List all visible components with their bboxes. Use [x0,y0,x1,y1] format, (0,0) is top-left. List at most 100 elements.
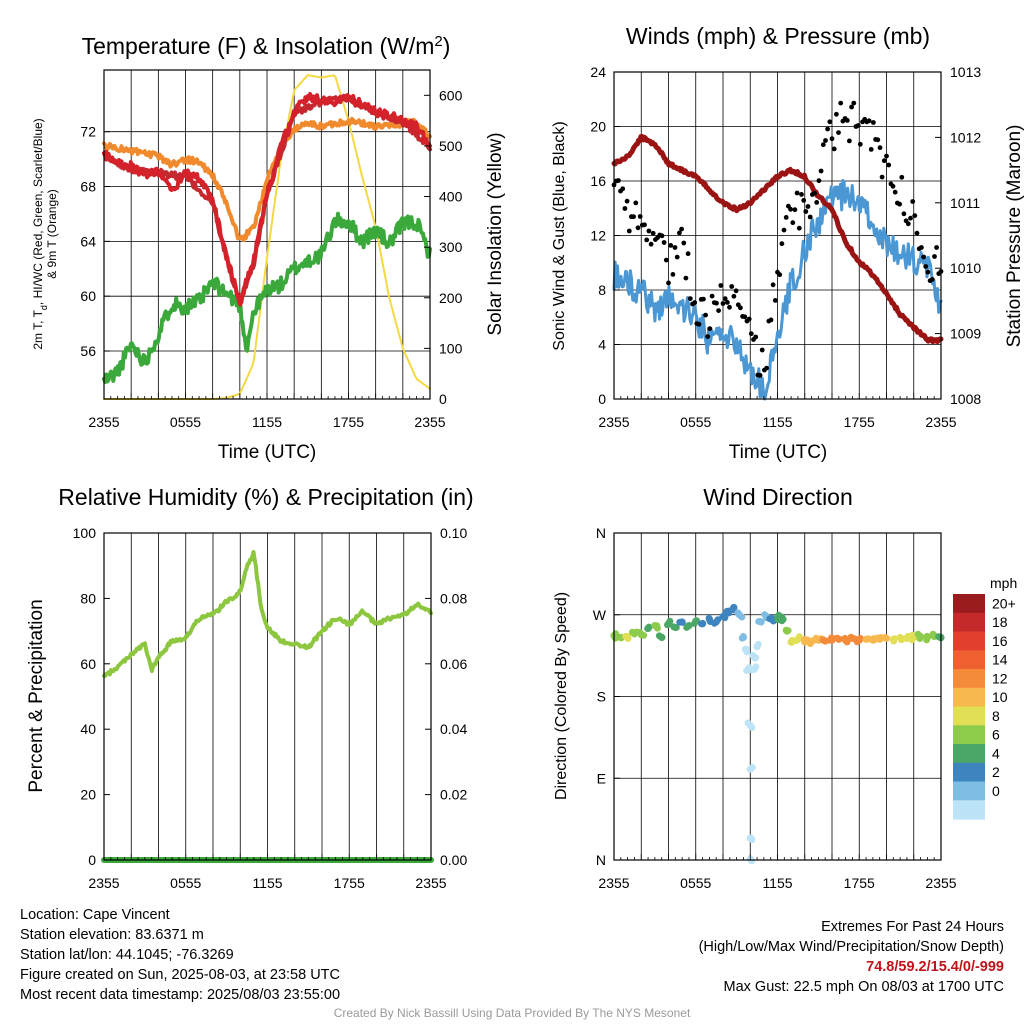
gust-point [677,230,682,236]
direction-point [882,634,889,641]
x-tick-label: 0555 [680,414,711,430]
y2-tick-label: 600 [439,87,463,103]
direction-point [916,635,924,642]
direction-point [923,636,930,644]
direction-point [828,634,835,641]
direction-point [819,636,827,644]
y2-tick-label: 1012 [950,129,981,145]
recent-timestamp: Most recent data timestamp: 2025/08/03 2… [20,987,341,1003]
gust-point [847,138,852,144]
gust-point [831,146,837,152]
humidity-grid [130,533,405,860]
y-tick-label: 0 [598,391,606,407]
gust-point [827,119,833,125]
gust-point [714,300,719,306]
gust-point [792,207,798,213]
direction-point [684,623,692,630]
gust-point [687,296,693,301]
gust-point [820,142,826,148]
gust-point [661,240,667,245]
gust-point [777,272,783,278]
gust-point [720,301,726,306]
x-tick-label: 0555 [170,414,201,430]
colorbar-label: 10 [992,689,1008,705]
colorbar-label: 16 [992,633,1008,649]
gust-point [764,365,769,371]
gust-point [877,145,883,151]
direction-point [679,619,686,626]
colorbar-swatch [953,669,985,689]
y-tick-label: 80 [80,590,96,606]
direction-point [738,634,746,642]
direction-point [699,619,707,627]
gust-point [868,147,874,152]
x-tick-label: 1755 [844,875,875,891]
gust-point [668,243,674,248]
colorbar-swatch [953,687,985,708]
direction-point [721,614,729,622]
winds-y2label: Station Pressure (Maroon) [1004,125,1024,348]
gust-point [799,192,804,197]
extremes-title: Extremes For Past 24 Hours [821,919,1004,935]
direction-point [755,618,762,625]
y-tick-label: 0 [88,852,96,868]
colorbar-swatch [953,650,985,670]
y2-tick-label: 200 [439,290,463,306]
y-tick-label: E [597,770,606,786]
x-tick-label: 1755 [844,414,875,430]
gust-point [707,326,713,332]
y2-tick-label: 1010 [950,260,981,276]
x-tick-label: 2355 [598,875,629,891]
direction-point [691,620,698,627]
series-t2m-line [102,91,432,307]
gust-point [620,186,626,192]
gust-point [631,214,636,220]
x-tick-label: 2355 [414,414,445,430]
station-location: Location: Cape Vincent [20,907,170,923]
x-tick-label: 2355 [88,875,119,891]
direction-ylabel: Direction (Colored By Speed) [553,592,570,800]
colorbar-label: 0 [992,783,1000,799]
gust-point [914,230,920,236]
y-tick-label: 100 [73,525,97,541]
winds-ylabel: Sonic Wind & Gust (Blue, Black) [551,121,568,350]
direction-point [778,617,786,625]
y2-tick-label: 300 [439,239,463,255]
x-tick-label: 2355 [925,414,956,430]
gust-point [783,215,789,220]
gust-point [919,245,924,250]
gust-point [696,321,702,327]
direction-point [640,632,648,639]
gust-point [729,284,735,289]
temperature-ylabel-line1: 2m T, Td, HI/WC (Red, Green, Scarlet/Blu… [31,118,49,349]
gust-point [886,162,892,168]
winds-xlabel: Time (UTC) [729,442,828,463]
gust-point [897,201,902,207]
direction-point [782,626,790,634]
gust-point [692,300,698,305]
direction-axes: 2355 0555 1155 1755 2355 N E S W N [593,525,957,891]
colorbar-label: 2 [992,764,1000,780]
temperature-panel: Temperature (F) & Insolation (W/m2) 2355… [31,33,506,464]
max-gust: Max Gust: 22.5 mph On 08/03 at 1700 UTC [723,979,1004,995]
direction-point [711,619,718,627]
gust-point [879,174,885,180]
direction-point [908,636,916,644]
x-tick-label: 0555 [680,875,711,891]
y2-tick-label: 1011 [950,195,980,211]
gust-point [770,282,776,288]
gust-point [637,214,643,219]
y-tick-label: 56 [80,343,96,359]
y2-tick-label: 1013 [950,64,981,80]
direction-points [610,603,945,865]
direction-point [761,611,768,618]
y-tick-label: 16 [590,173,606,189]
gust-point [748,331,754,337]
y2-tick-label: 0.08 [440,590,467,606]
gust-point [642,222,647,228]
gust-point [722,296,728,302]
direction-point [748,666,756,674]
y-tick-label: 4 [598,337,606,353]
series-t9m-line [102,116,432,242]
gust-point [910,199,916,204]
